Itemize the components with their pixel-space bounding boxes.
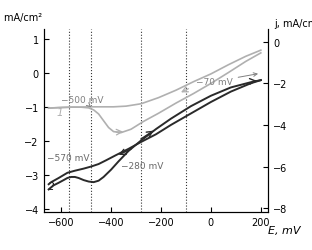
Y-axis label: j, mA/cm²: j, mA/cm² [274, 19, 312, 29]
Text: −280 mV: −280 mV [121, 161, 163, 170]
Y-axis label: j, mA/cm²: j, mA/cm² [0, 13, 42, 23]
Text: 2: 2 [48, 182, 55, 192]
Text: −570 mV: −570 mV [47, 154, 90, 163]
X-axis label: E, mV: E, mV [268, 225, 300, 235]
Text: 1: 1 [57, 107, 63, 117]
Text: −500 mV: −500 mV [61, 96, 104, 108]
Text: −70 mV: −70 mV [196, 74, 257, 87]
